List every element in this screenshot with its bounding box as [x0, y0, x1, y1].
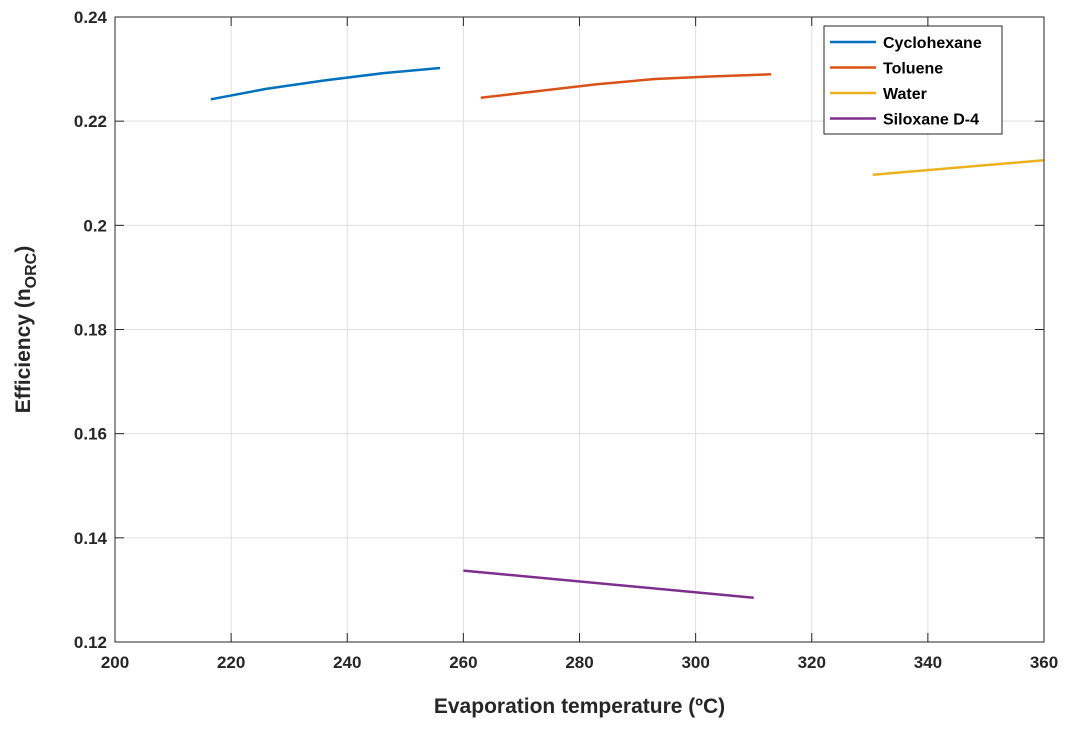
legend-box: [823, 25, 1003, 135]
legend-label-toluene: Toluene: [883, 61, 943, 78]
y-tick-label: 0.22: [74, 112, 107, 131]
x-tick-label: 200: [101, 653, 129, 672]
series-lines: [210, 66, 1045, 599]
legend-label-cyclohexane: Cyclohexane: [883, 35, 982, 52]
series-line-toluene: [480, 73, 772, 99]
legend-label-siloxane-d-4: Siloxane D-4: [883, 112, 979, 129]
series-line-cyclohexane: [210, 66, 441, 101]
x-tick-label: 320: [798, 653, 826, 672]
grid: [115, 17, 1044, 642]
y-axis-title-close: ): [12, 246, 35, 253]
y-tick-label: 0.24: [74, 8, 108, 27]
x-tick-label: 360: [1030, 653, 1058, 672]
series-line-water: [872, 158, 1045, 177]
y-axis-title-subscript: ORC: [23, 252, 40, 288]
y-tick-label: 0.14: [74, 529, 108, 548]
x-tick-label: 300: [681, 653, 709, 672]
y-tick-label: 0.2: [83, 216, 107, 235]
series-line-siloxane-d-4: [463, 569, 754, 599]
x-tick-label: 260: [449, 653, 477, 672]
x-tick-label: 340: [914, 653, 942, 672]
legend: Cyclohexane Toluene Water Siloxane D-4: [823, 25, 1003, 135]
ticks: 200 220 240 260 280 300 320 340 360 0.12 0.14 0.16 0…: [74, 8, 1058, 672]
x-axis-title: Evaporation temperature (ºC): [434, 695, 725, 718]
x-tick-label: 220: [217, 653, 245, 672]
legend-label-water: Water: [883, 86, 927, 103]
x-tick-label: 280: [565, 653, 593, 672]
y-tick-label: 0.18: [74, 321, 107, 340]
y-axis-title: Efficiency (nORC): [12, 246, 40, 413]
y-axis-title-main: Efficiency (n: [12, 288, 35, 413]
y-tick-label: 0.12: [74, 633, 107, 652]
x-tick-label: 240: [333, 653, 361, 672]
y-tick-label: 0.16: [74, 425, 107, 444]
